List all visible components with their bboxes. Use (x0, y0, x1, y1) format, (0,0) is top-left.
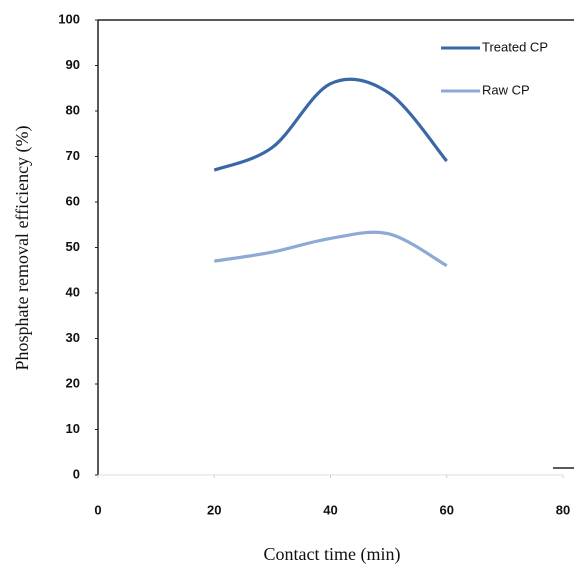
x-tick-label: 0 (94, 502, 101, 517)
y-tick-label: 90 (66, 57, 80, 72)
y-tick-label: 10 (66, 421, 80, 436)
y-tick-label: 40 (66, 284, 80, 299)
x-axis-label: Contact time (min) (264, 544, 401, 565)
x-tick-label: 20 (207, 502, 221, 517)
line-series (214, 230, 448, 268)
y-tick-label: 50 (66, 239, 80, 254)
y-tick-label: 80 (66, 102, 80, 117)
x-tick-label: 80 (556, 502, 570, 517)
x-tick-label: 60 (440, 502, 454, 517)
y-tick-label: 0 (73, 466, 80, 481)
y-tick-label: 100 (58, 11, 80, 26)
y-tick-label: 60 (66, 193, 80, 208)
legend-label: Raw CP (482, 82, 530, 97)
y-tick-label: 70 (66, 148, 80, 163)
line-series (213, 77, 448, 172)
y-tick-label: 20 (66, 375, 80, 390)
y-axis-label: Phosphate removal efficiency (%) (12, 125, 33, 370)
legend-label: Treated CP (482, 39, 548, 54)
x-tick-label: 40 (323, 502, 337, 517)
y-tick-label: 30 (66, 330, 80, 345)
